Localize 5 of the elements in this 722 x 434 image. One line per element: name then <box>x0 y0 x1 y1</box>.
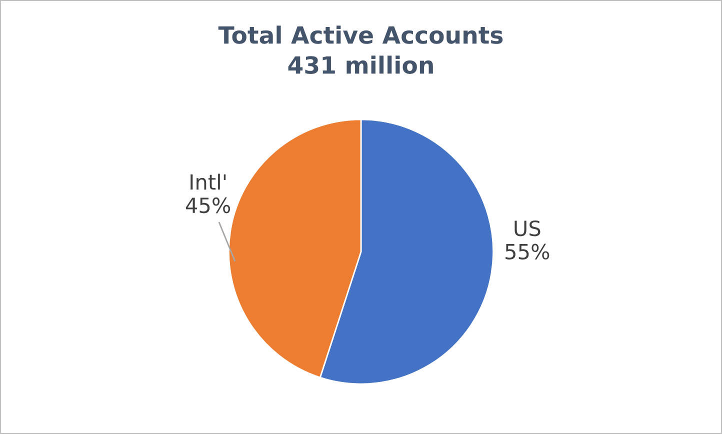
data-label: 45% <box>186 197 230 214</box>
slice-label: Intl' <box>190 174 226 190</box>
slice-label: US <box>514 220 540 236</box>
data-label: 55% <box>506 244 550 260</box>
chart-title: Total Active Accounts 431 million <box>218 26 503 74</box>
